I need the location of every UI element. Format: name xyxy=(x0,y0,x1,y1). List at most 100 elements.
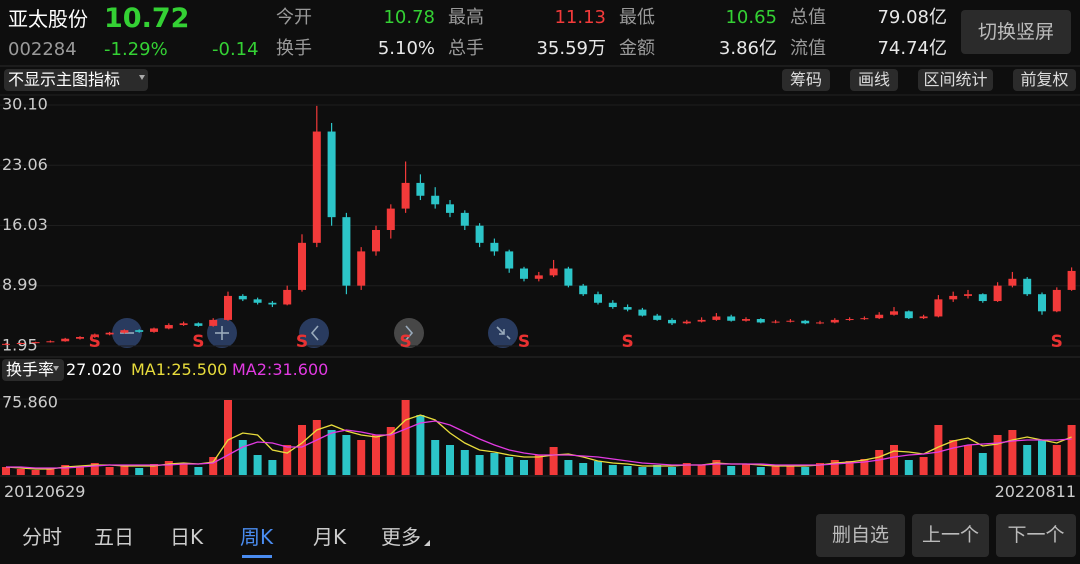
turnover-bar xyxy=(1052,445,1061,475)
candle-body xyxy=(90,334,99,338)
candle-body xyxy=(105,332,114,335)
ma2-line xyxy=(6,420,1072,469)
tab[interactable]: 周K xyxy=(240,525,274,549)
action-button[interactable]: 下一个 xyxy=(996,514,1076,557)
candle-body xyxy=(564,268,573,286)
candle-body xyxy=(712,316,721,320)
turnover-bar xyxy=(919,457,928,475)
turnover-bar xyxy=(1067,425,1076,475)
sell-signal: S xyxy=(89,332,101,352)
turnover-bar xyxy=(135,468,144,475)
turnover-bar xyxy=(164,461,173,475)
turnover-bar xyxy=(2,467,10,475)
turnover-bar xyxy=(327,430,336,475)
tool-button[interactable]: 区间统计 xyxy=(918,69,993,91)
next-icon[interactable] xyxy=(394,318,424,348)
turnover-bar xyxy=(150,464,158,475)
turnover-bar xyxy=(90,463,99,475)
rotate-button[interactable]: 切换竖屏 xyxy=(961,10,1071,54)
turnover-bar xyxy=(682,463,691,475)
turnover-bar xyxy=(712,460,721,475)
candle-body xyxy=(845,319,854,321)
candle-body xyxy=(431,195,440,205)
turnover-bar xyxy=(312,420,321,475)
turnover-bar xyxy=(372,435,380,475)
candle-body xyxy=(1023,278,1032,295)
turnover-bar xyxy=(638,467,647,475)
candle-body xyxy=(816,322,824,324)
candle-body xyxy=(756,319,765,323)
tab[interactable]: 日K xyxy=(170,525,204,549)
candle-body xyxy=(786,320,795,322)
candle-body xyxy=(61,338,70,342)
candle-body xyxy=(549,268,558,276)
turnover-bar xyxy=(475,455,484,475)
prev-icon[interactable] xyxy=(299,318,329,348)
indicator-menu[interactable]: 不显示主图指标 xyxy=(4,69,148,91)
turnover-bar xyxy=(431,440,440,475)
candle-body xyxy=(830,319,839,323)
tab[interactable]: 更多 xyxy=(381,525,421,549)
candle-body xyxy=(253,299,262,303)
candle-body xyxy=(372,229,380,252)
turnover-bar xyxy=(816,463,824,475)
stat-value: 3.86亿 xyxy=(718,38,777,59)
candle-body xyxy=(16,343,25,345)
candle-body xyxy=(401,182,410,209)
zoom-in-icon[interactable] xyxy=(207,318,237,348)
candle-body xyxy=(520,268,528,279)
sell-signal: S xyxy=(621,332,633,352)
tool-button[interactable]: 画线 xyxy=(850,69,898,91)
start-date: 20120629 xyxy=(4,482,86,501)
candle-body xyxy=(490,242,499,252)
turnover-bar xyxy=(268,460,277,475)
turnover-bar xyxy=(238,440,247,475)
stat-label: 总值 xyxy=(790,7,826,28)
tab[interactable]: 分时 xyxy=(22,525,62,549)
stock-code: 002284 xyxy=(8,39,77,60)
ma1-label: MA1:25.500 xyxy=(131,360,228,379)
tool-button[interactable]: 前复权 xyxy=(1013,69,1076,91)
turnover-bar xyxy=(357,440,366,475)
action-button[interactable]: 删自选 xyxy=(816,514,905,557)
turnover-bar xyxy=(194,467,203,475)
change: -0.14 xyxy=(212,39,259,60)
candle-body xyxy=(653,315,662,320)
reset-icon[interactable] xyxy=(488,318,518,348)
zoom-out-icon[interactable] xyxy=(112,318,142,348)
candle-body xyxy=(505,251,514,269)
sell-signal: S xyxy=(399,332,411,352)
end-date: 20220811 xyxy=(994,482,1076,501)
tab[interactable]: 五日 xyxy=(94,525,134,549)
candle-body xyxy=(224,295,232,320)
tool-button[interactable]: 筹码 xyxy=(782,69,830,91)
candle-body xyxy=(76,337,84,339)
candle-body xyxy=(179,323,188,326)
stat-value: 10.65 xyxy=(725,7,777,28)
candle-body xyxy=(416,182,425,196)
candle-body xyxy=(209,319,218,326)
candle-body xyxy=(46,341,55,343)
turnover-bar xyxy=(120,465,129,475)
candle-body xyxy=(460,212,469,226)
candle-body xyxy=(268,302,277,305)
tab[interactable]: 月K xyxy=(313,525,347,549)
turnover-bar xyxy=(446,445,454,475)
action-button[interactable]: 上一个 xyxy=(912,514,989,557)
candle-body xyxy=(283,289,292,305)
turnover-bar xyxy=(771,466,780,475)
candle-body xyxy=(668,319,676,324)
turnover-bar xyxy=(224,400,232,475)
candle-body xyxy=(446,204,454,213)
y-tick-label: 8.99 xyxy=(2,275,38,294)
candle-body xyxy=(150,328,158,332)
stat-value: 11.13 xyxy=(554,7,606,28)
candle-body xyxy=(475,225,484,243)
indicator-select[interactable]: 换手率 xyxy=(2,359,64,381)
turnover-bar xyxy=(727,466,736,475)
turnover-bar xyxy=(993,435,1002,475)
icon-glyph xyxy=(496,326,511,340)
stat-label: 最低 xyxy=(619,7,655,28)
candle-body xyxy=(608,302,617,308)
